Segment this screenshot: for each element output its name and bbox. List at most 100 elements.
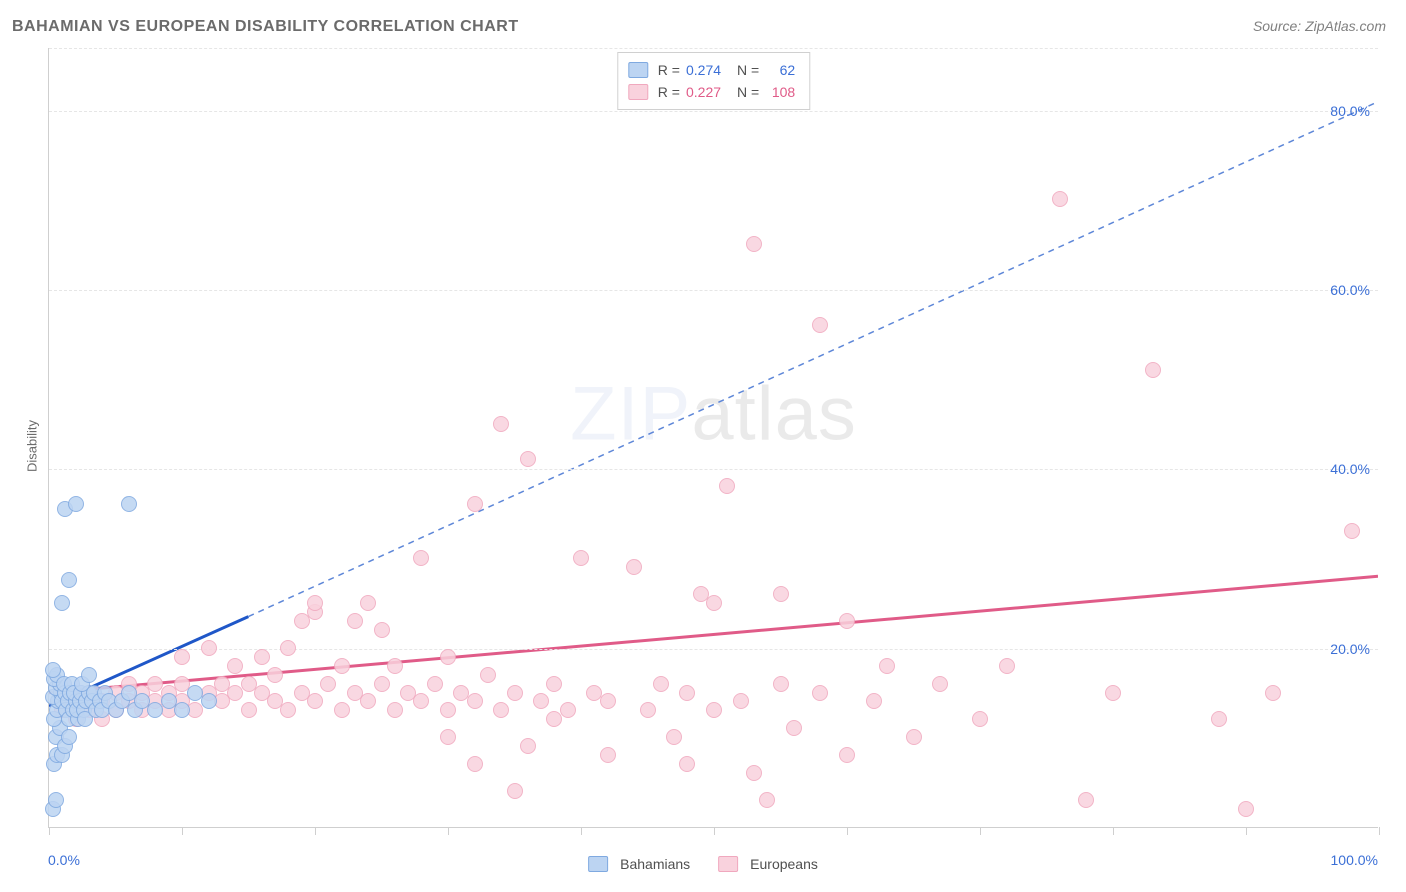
data-point-europeans [653, 676, 669, 692]
data-point-bahamians [61, 729, 77, 745]
data-point-europeans [241, 702, 257, 718]
data-point-bahamians [174, 702, 190, 718]
data-point-europeans [1211, 711, 1227, 727]
data-point-europeans [640, 702, 656, 718]
data-point-europeans [812, 685, 828, 701]
legend-stats: R = 0.274N = 62R = 0.227N = 108 [617, 52, 810, 110]
data-point-bahamians [81, 667, 97, 683]
legend-n-label: N = [737, 59, 759, 81]
legend-series: BahamiansEuropeans [588, 856, 818, 872]
gridline [49, 469, 1378, 470]
x-tick [1379, 827, 1380, 835]
data-point-europeans [480, 667, 496, 683]
data-point-europeans [573, 550, 589, 566]
data-point-europeans [786, 720, 802, 736]
watermark-atlas: atlas [691, 372, 857, 457]
data-point-europeans [1344, 523, 1360, 539]
data-point-europeans [520, 738, 536, 754]
gridline [49, 111, 1378, 112]
data-point-europeans [839, 613, 855, 629]
data-point-europeans [493, 702, 509, 718]
x-tick [1113, 827, 1114, 835]
data-point-europeans [280, 640, 296, 656]
data-point-bahamians [121, 496, 137, 512]
data-point-europeans [520, 451, 536, 467]
data-point-europeans [507, 783, 523, 799]
source-label: Source: ZipAtlas.com [1253, 18, 1386, 34]
watermark: ZIPatlas [570, 371, 857, 458]
data-point-europeans [706, 702, 722, 718]
data-point-europeans [1265, 685, 1281, 701]
data-point-europeans [759, 792, 775, 808]
data-point-europeans [374, 622, 390, 638]
chart-title: BAHAMIAN VS EUROPEAN DISABILITY CORRELAT… [12, 18, 519, 36]
data-point-europeans [533, 693, 549, 709]
data-point-europeans [467, 693, 483, 709]
legend-n-label: N = [737, 81, 759, 103]
data-point-europeans [174, 649, 190, 665]
legend-r-label: R = [658, 81, 680, 103]
data-point-europeans [307, 693, 323, 709]
y-tick-label: 20.0% [1330, 641, 1370, 657]
data-point-europeans [626, 559, 642, 575]
legend-r-value: 0.274 [686, 59, 721, 81]
data-point-europeans [733, 693, 749, 709]
y-tick-label: 60.0% [1330, 282, 1370, 298]
legend-item-bahamians: Bahamians [588, 856, 690, 872]
data-point-europeans [719, 478, 735, 494]
data-point-bahamians [54, 595, 70, 611]
x-tick [581, 827, 582, 835]
data-point-europeans [1078, 792, 1094, 808]
swatch-europeans [628, 84, 648, 100]
legend-stats-row-bahamians: R = 0.274N = 62 [628, 59, 795, 81]
legend-n-value: 108 [765, 81, 795, 103]
y-tick-label: 40.0% [1330, 461, 1370, 477]
data-point-europeans [387, 702, 403, 718]
x-axis-max-label: 100.0% [1331, 852, 1378, 868]
x-axis-min-label: 0.0% [48, 852, 80, 868]
data-point-europeans [679, 756, 695, 772]
data-point-bahamians [48, 792, 64, 808]
x-tick [980, 827, 981, 835]
data-point-europeans [334, 658, 350, 674]
data-point-europeans [307, 595, 323, 611]
legend-r-value: 0.227 [686, 81, 721, 103]
swatch-bahamians [588, 856, 608, 872]
data-point-europeans [413, 693, 429, 709]
data-point-europeans [360, 595, 376, 611]
data-point-europeans [746, 765, 762, 781]
swatch-bahamians [628, 62, 648, 78]
data-point-europeans [254, 649, 270, 665]
chart-container: BAHAMIAN VS EUROPEAN DISABILITY CORRELAT… [0, 0, 1406, 892]
data-point-bahamians [61, 572, 77, 588]
data-point-bahamians [201, 693, 217, 709]
data-point-europeans [201, 640, 217, 656]
data-point-europeans [999, 658, 1015, 674]
x-tick [714, 827, 715, 835]
data-point-europeans [839, 747, 855, 763]
x-tick [448, 827, 449, 835]
swatch-europeans [718, 856, 738, 872]
x-tick [315, 827, 316, 835]
data-point-europeans [320, 676, 336, 692]
data-point-europeans [374, 676, 390, 692]
data-point-europeans [866, 693, 882, 709]
data-point-europeans [906, 729, 922, 745]
data-point-europeans [387, 658, 403, 674]
data-point-europeans [600, 747, 616, 763]
x-tick [49, 827, 50, 835]
data-point-europeans [1238, 801, 1254, 817]
data-point-europeans [467, 756, 483, 772]
data-point-europeans [746, 236, 762, 252]
data-point-europeans [773, 676, 789, 692]
data-point-europeans [773, 586, 789, 602]
legend-label: Bahamians [620, 856, 690, 872]
data-point-europeans [347, 613, 363, 629]
x-tick [1246, 827, 1247, 835]
gridline [49, 290, 1378, 291]
x-tick [847, 827, 848, 835]
data-point-europeans [440, 729, 456, 745]
data-point-europeans [879, 658, 895, 674]
data-point-europeans [1145, 362, 1161, 378]
data-point-europeans [812, 317, 828, 333]
